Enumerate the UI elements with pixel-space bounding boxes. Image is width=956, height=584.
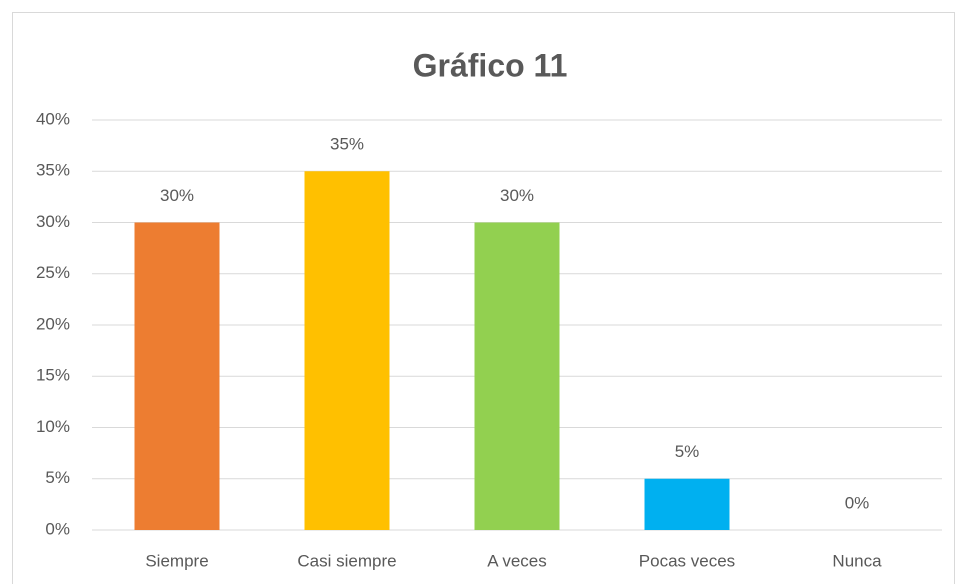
y-tick-label: 20%: [36, 314, 70, 333]
x-tick-label: Casi siempre: [297, 551, 396, 570]
data-label: 30%: [160, 186, 194, 205]
x-tick-label: Nunca: [832, 551, 882, 570]
y-tick-label: 30%: [36, 212, 70, 231]
data-label: 5%: [675, 442, 700, 461]
x-tick-label: Siempre: [145, 551, 208, 570]
bar: [134, 222, 220, 530]
x-tick-label: Pocas veces: [639, 551, 735, 570]
bar: [474, 222, 560, 530]
data-label: 35%: [330, 135, 364, 154]
data-label: 0%: [845, 493, 870, 512]
y-tick-label: 10%: [36, 417, 70, 436]
bar: [644, 478, 730, 530]
data-label: 30%: [500, 186, 534, 205]
y-tick-label: 0%: [45, 519, 70, 538]
chart-title: Gráfico 11: [413, 47, 568, 83]
x-tick-label: A veces: [487, 551, 547, 570]
y-tick-label: 40%: [36, 109, 70, 128]
y-tick-label: 35%: [36, 161, 70, 180]
y-tick-label: 5%: [45, 468, 70, 487]
bar: [304, 171, 390, 530]
y-tick-label: 15%: [36, 366, 70, 385]
y-tick-label: 25%: [36, 263, 70, 282]
